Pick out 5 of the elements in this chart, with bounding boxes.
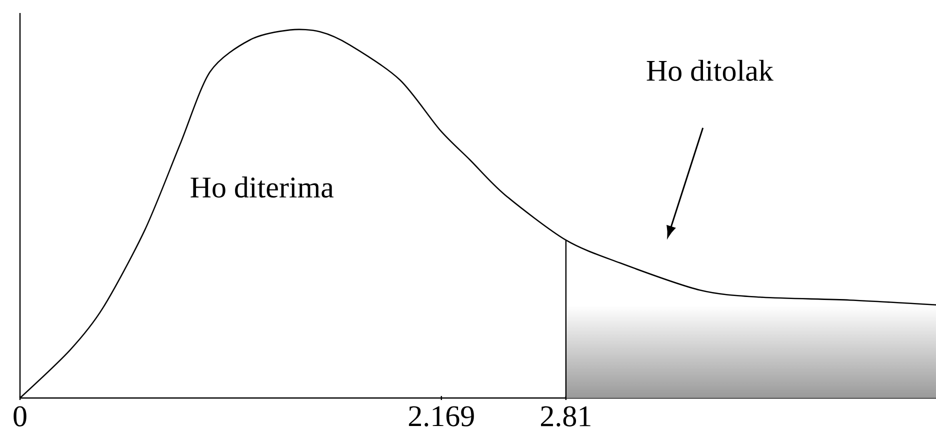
- x-tick-label: 0: [14, 406, 26, 426]
- annotation: Ho ditolak: [646, 60, 774, 81]
- annotation: Ho diterima: [190, 176, 334, 198]
- x-tick-label: 2.169: [408, 406, 474, 426]
- x-tick-label: 2.81: [540, 406, 590, 427]
